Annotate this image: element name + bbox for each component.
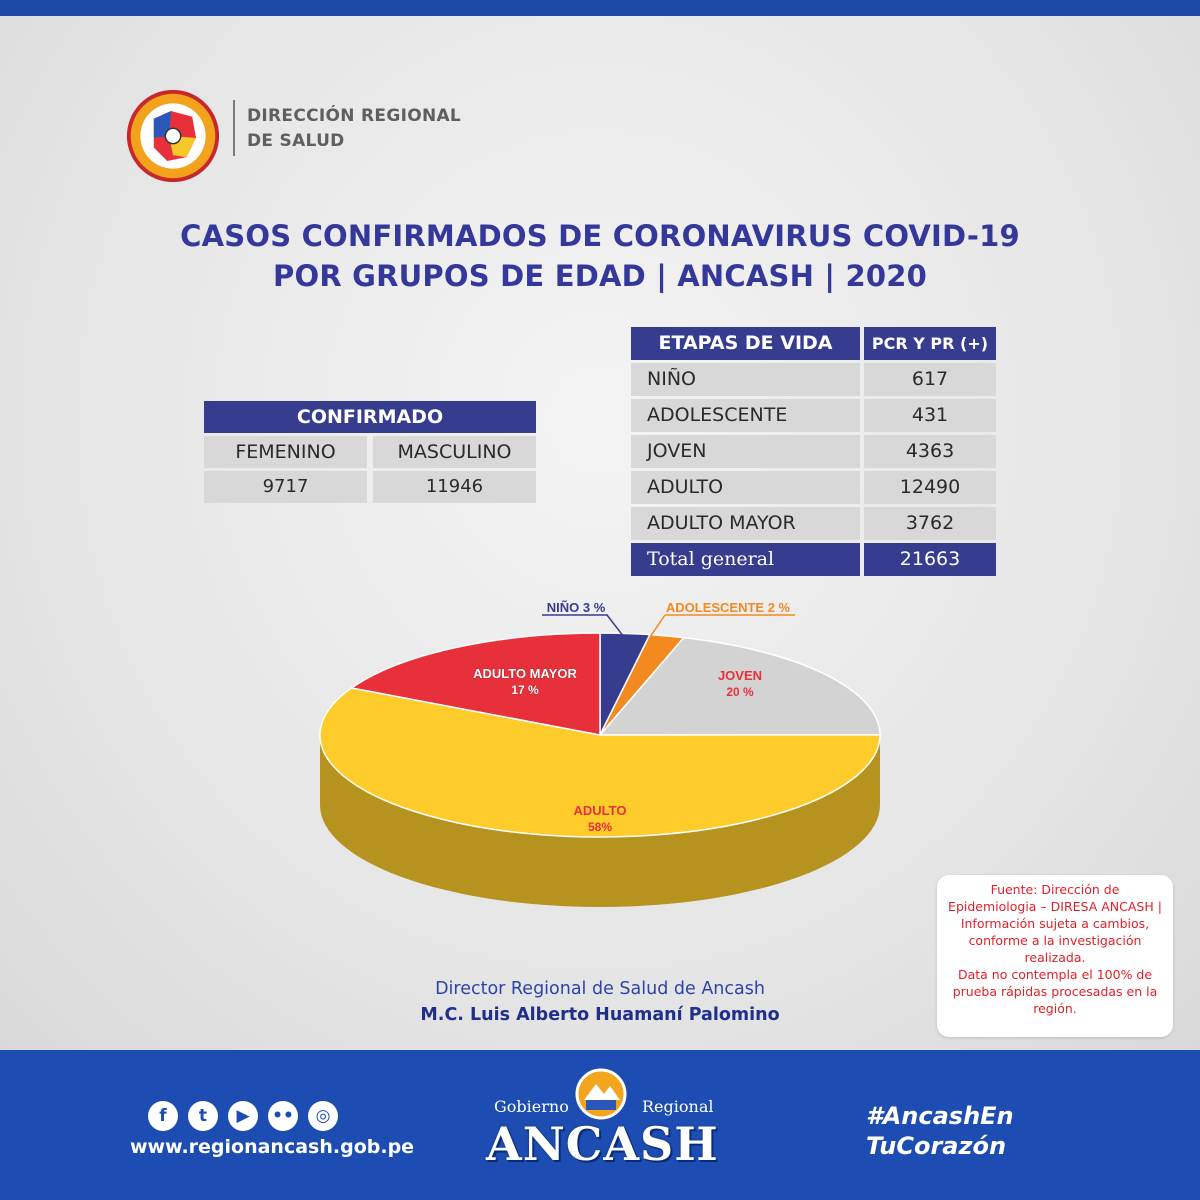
twitter-icon[interactable]: t xyxy=(188,1101,218,1131)
row-label: JOVEN xyxy=(631,435,860,468)
page-title: CASOS CONFIRMADOS DE CORONAVIRUS COVID-1… xyxy=(0,216,1200,296)
row-value: 431 xyxy=(864,399,996,432)
label-nino: NIÑO 3 % xyxy=(547,600,606,615)
org-line-2: DE SALUD xyxy=(247,131,345,151)
table-row: ADOLESCENTE 431 xyxy=(631,399,996,432)
total-value: 21663 xyxy=(864,543,996,576)
hashtag-line-2: TuCorazón xyxy=(866,1132,1007,1160)
title-line-2: POR GRUPOS DE EDAD | ANCASH | 2020 xyxy=(273,259,927,293)
femenino-header: FEMENINO xyxy=(204,436,367,468)
femenino-value: 9717 xyxy=(204,471,367,503)
instagram-icon[interactable]: ◎ xyxy=(308,1101,338,1131)
row-label: ADULTO xyxy=(631,471,860,504)
slice-joven xyxy=(598,636,881,736)
hashtag-line-1: #AncashEn xyxy=(866,1102,1014,1130)
row-label: NIÑO xyxy=(631,363,860,396)
row-label: ADOLESCENTE xyxy=(631,399,860,432)
table-row: NIÑO 617 xyxy=(631,363,996,396)
label-adulto-mayor: ADULTO MAYOR xyxy=(473,666,577,681)
total-label: Total general xyxy=(631,543,860,576)
row-value: 3762 xyxy=(864,507,996,540)
confirmado-table: CONFIRMADO FEMENINO MASCULINO 9717 11946 xyxy=(204,401,536,503)
etapas-header: ETAPAS DE VIDA xyxy=(631,327,860,360)
row-label: ADULTO MAYOR xyxy=(631,507,860,540)
table-row: ADULTO MAYOR 3762 xyxy=(631,507,996,540)
label-adulto-pct: 58% xyxy=(588,820,612,834)
label-adulto: ADULTO xyxy=(574,803,627,818)
total-row: Total general 21663 xyxy=(631,543,996,576)
table-row: ADULTO 12490 xyxy=(631,471,996,504)
adolescente-leader xyxy=(649,614,666,638)
source-line-2: Data no contempla el 100% de prueba rápi… xyxy=(952,967,1158,1016)
source-note: Fuente: Dirección de Epidemiologia – DIR… xyxy=(937,875,1173,1037)
diresa-seal-logo xyxy=(126,89,220,183)
gobierno-regional-logo xyxy=(575,1068,627,1120)
confirmado-columns: FEMENINO MASCULINO xyxy=(204,436,536,468)
masculino-header: MASCULINO xyxy=(373,436,536,468)
confirmado-header: CONFIRMADO xyxy=(204,401,536,433)
label-adulto-mayor-pct: 17 % xyxy=(511,683,539,697)
gob-right-text: Regional xyxy=(642,1097,714,1116)
facebook-icon[interactable]: f xyxy=(148,1101,178,1131)
label-joven: JOVEN xyxy=(718,668,762,683)
row-value: 4363 xyxy=(864,435,996,468)
ancash-wordmark: ANCASH xyxy=(486,1117,719,1171)
flickr-icon[interactable]: •• xyxy=(268,1101,298,1131)
pcr-header: PCR Y PR (+) xyxy=(864,327,996,360)
youtube-icon[interactable]: ▶ xyxy=(228,1101,258,1131)
org-name: DIRECCIÓN REGIONAL DE SALUD xyxy=(247,104,461,154)
nino-leader xyxy=(606,614,625,638)
row-value: 12490 xyxy=(864,471,996,504)
label-joven-pct: 20 % xyxy=(726,685,754,699)
etapas-header-row: ETAPAS DE VIDA PCR Y PR (+) xyxy=(631,327,996,360)
source-line-1: Fuente: Dirección de Epidemiologia – DIR… xyxy=(948,882,1162,965)
etapas-table: ETAPAS DE VIDA PCR Y PR (+) NIÑO 617 ADO… xyxy=(631,327,996,579)
gob-left-text: Gobierno xyxy=(494,1097,569,1116)
director-title: Director Regional de Salud de Ancash xyxy=(435,979,765,999)
slice-side-adulto xyxy=(320,735,880,907)
director-name: M.C. Luis Alberto Huamaní Palomino xyxy=(420,1005,780,1025)
slice-adulto xyxy=(319,687,881,838)
label-adolescente: ADOLESCENTE 2 % xyxy=(666,600,791,615)
row-value: 617 xyxy=(864,363,996,396)
title-line-1: CASOS CONFIRMADOS DE CORONAVIRUS COVID-1… xyxy=(180,219,1020,253)
confirmado-values: 9717 11946 xyxy=(204,471,536,503)
header-divider xyxy=(233,100,235,156)
social-links: f t ▶ •• ◎ xyxy=(148,1101,338,1131)
top-bar xyxy=(0,0,1200,16)
website-link[interactable]: www.regionancash.gob.pe xyxy=(130,1136,415,1158)
masculino-value: 11946 xyxy=(373,471,536,503)
hashtag: #AncashEn TuCorazón xyxy=(866,1101,1014,1161)
table-row: JOVEN 4363 xyxy=(631,435,996,468)
org-line-1: DIRECCIÓN REGIONAL xyxy=(247,106,462,126)
pie-chart: NIÑO 3 % ADOLESCENTE 2 % JOVEN 20 % ADULTO 58… xyxy=(319,600,881,907)
slice-adulto-mayor xyxy=(349,632,601,736)
